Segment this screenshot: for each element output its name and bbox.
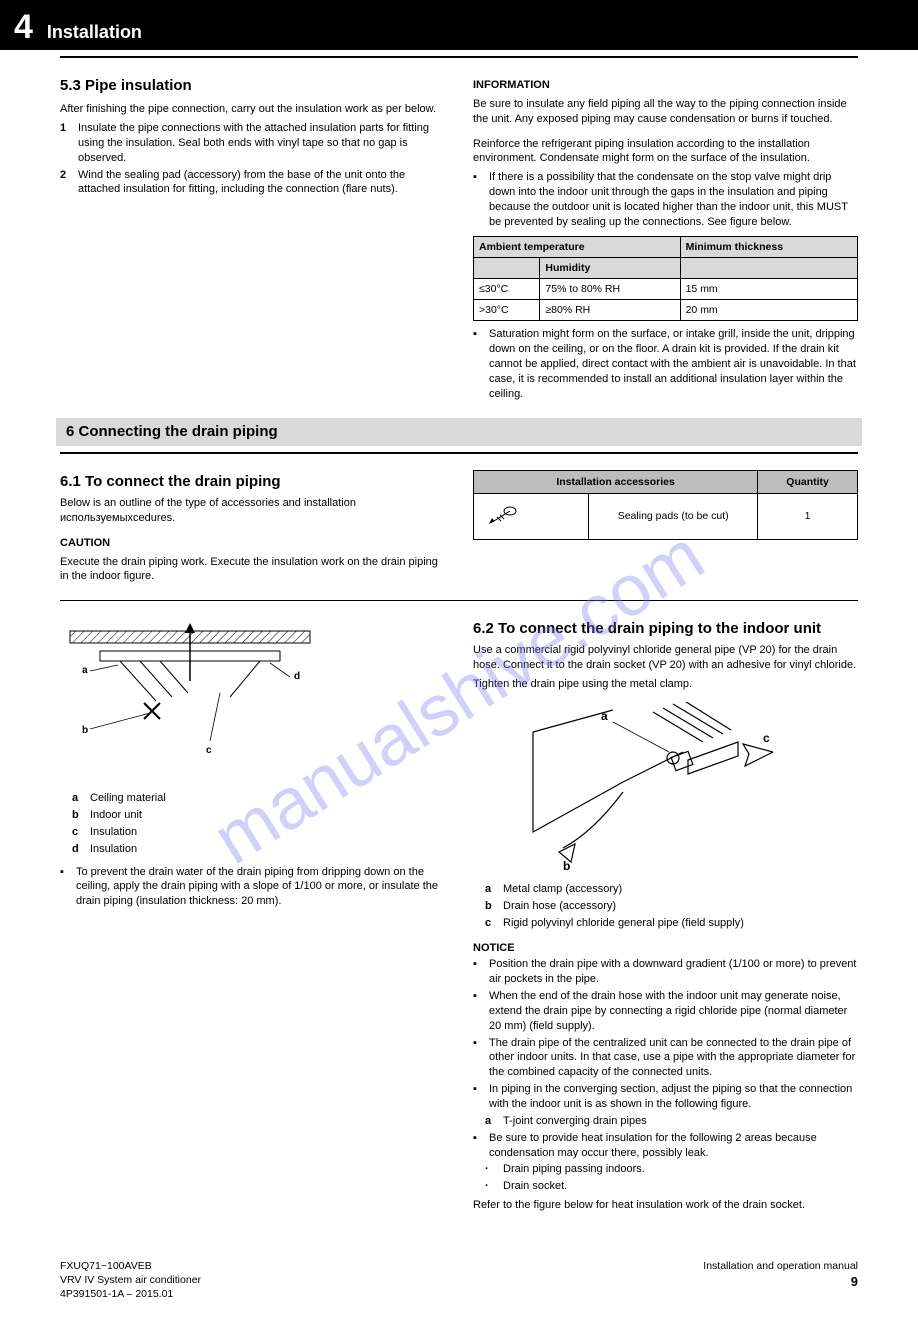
- label-text: Metal clamp (accessory): [503, 882, 622, 897]
- svg-text:b: b: [563, 859, 570, 872]
- label-key: b: [485, 899, 497, 914]
- svg-text:c: c: [206, 745, 212, 756]
- td-icon: [474, 493, 589, 539]
- text: Wind the sealing pad (accessory) from th…: [78, 168, 445, 198]
- accessories-table: Installation accessories Quantity: [473, 470, 858, 540]
- bullet: ▪: [473, 989, 483, 1034]
- text: Saturation might form on the surface, or…: [489, 327, 858, 401]
- svg-text:a: a: [601, 709, 608, 723]
- label-key: a: [485, 1114, 497, 1129]
- label-key: a: [485, 882, 497, 897]
- bullet: ▪: [473, 957, 483, 987]
- caution-title: CAUTION: [60, 536, 445, 551]
- th: Ambient temperature: [474, 236, 681, 257]
- label-text: Indoor unit: [90, 808, 142, 823]
- label-text: Ceiling material: [90, 791, 166, 806]
- td: >30°C: [474, 300, 540, 321]
- sec-61-title: 6.1 To connect the drain piping: [60, 472, 445, 492]
- label-key: c: [485, 916, 497, 931]
- figure-ceiling: a b c d: [60, 621, 445, 781]
- text: Position the drain pipe with a downward …: [489, 957, 858, 987]
- bullet: ▪: [473, 327, 483, 401]
- svg-text:c: c: [763, 731, 770, 745]
- text: Reinforce the refrigerant piping insulat…: [473, 137, 858, 167]
- text: In piping in the converging section, adj…: [489, 1082, 858, 1112]
- label-text: Drain hose (accessory): [503, 899, 616, 914]
- td: 1: [758, 493, 858, 539]
- text: After finishing the pipe connection, car…: [60, 102, 445, 117]
- rule: [60, 452, 858, 454]
- bullet: ▪: [473, 1082, 483, 1112]
- label-key: c: [72, 825, 84, 840]
- th: [474, 257, 540, 278]
- text: Be sure to provide heat insulation for t…: [489, 1131, 858, 1161]
- bullet: ▪: [473, 1036, 483, 1081]
- text: Insulate the pipe connections with the a…: [78, 121, 445, 166]
- label-key: ·: [485, 1162, 497, 1177]
- label-text: Drain piping passing indoors.: [503, 1162, 645, 1177]
- td: Sealing pads (to be cut): [589, 493, 758, 539]
- text: Tighten the drain pipe using the metal c…: [473, 677, 858, 692]
- label-text: Rigid polyvinyl chloride general pipe (f…: [503, 916, 744, 931]
- screw-icon: [480, 503, 520, 529]
- header-title: Installation: [47, 20, 142, 44]
- sec-53-title: 5.3 Pipe insulation: [60, 76, 445, 96]
- sec-62-title: 6.2 To connect the drain piping to the i…: [473, 619, 858, 639]
- td: 75% to 80% RH: [540, 278, 680, 299]
- th: Minimum thickness: [680, 236, 857, 257]
- td: 20 mm: [680, 300, 857, 321]
- label-text: Insulation: [90, 842, 137, 857]
- text: When the end of the drain hose with the …: [489, 989, 858, 1034]
- label-text: T-joint converging drain pipes: [503, 1114, 647, 1129]
- step-num: 1: [60, 121, 72, 166]
- header-number: 4: [14, 10, 33, 44]
- text: If there is a possibility that the conde…: [489, 170, 858, 229]
- footer-right: Installation and operation manual: [703, 1259, 858, 1273]
- rule: [60, 600, 858, 601]
- td: ≤30°C: [474, 278, 540, 299]
- figure-clamp: a b c: [473, 702, 858, 872]
- page-header: 4 Installation: [0, 0, 918, 50]
- th: Installation accessories: [474, 470, 758, 493]
- label-key: b: [72, 808, 84, 823]
- step-num: 2: [60, 168, 72, 198]
- bullet: ▪: [473, 170, 483, 229]
- label-key: a: [72, 791, 84, 806]
- td: 15 mm: [680, 278, 857, 299]
- bullet: ▪: [60, 865, 70, 910]
- label-key: d: [72, 842, 84, 857]
- text: Be sure to insulate any field piping all…: [473, 97, 858, 127]
- rule: [60, 56, 858, 58]
- label-key: ·: [485, 1179, 497, 1194]
- footer-left: FXUQ71~100AVEB VRV IV System air conditi…: [60, 1259, 201, 1302]
- notice-title: NOTICE: [473, 941, 858, 956]
- svg-text:a: a: [82, 665, 88, 676]
- text: Use a commercial rigid polyvinyl chlorid…: [473, 643, 858, 673]
- text: Execute the drain piping work. Execute t…: [60, 555, 445, 585]
- text: To prevent the drain water of the drain …: [76, 865, 445, 910]
- label-text: Drain socket.: [503, 1179, 567, 1194]
- td: ≥80% RH: [540, 300, 680, 321]
- text: Refer to the figure below for heat insul…: [473, 1198, 858, 1213]
- svg-text:b: b: [82, 725, 88, 736]
- th: Quantity: [758, 470, 858, 493]
- spec-table: Ambient temperature Minimum thickness Hu…: [473, 236, 858, 322]
- info-title: INFORMATION: [473, 78, 858, 93]
- page-number: 9: [703, 1273, 858, 1291]
- th: [680, 257, 857, 278]
- text: The drain pipe of the centralized unit c…: [489, 1036, 858, 1081]
- th: Humidity: [540, 257, 680, 278]
- text: Below is an outline of the type of acces…: [60, 496, 445, 526]
- svg-text:d: d: [294, 671, 300, 682]
- bullet: ▪: [473, 1131, 483, 1161]
- section-6-band: 6 Connecting the drain piping: [56, 418, 862, 446]
- page-footer: FXUQ71~100AVEB VRV IV System air conditi…: [60, 1259, 858, 1302]
- label-text: Insulation: [90, 825, 137, 840]
